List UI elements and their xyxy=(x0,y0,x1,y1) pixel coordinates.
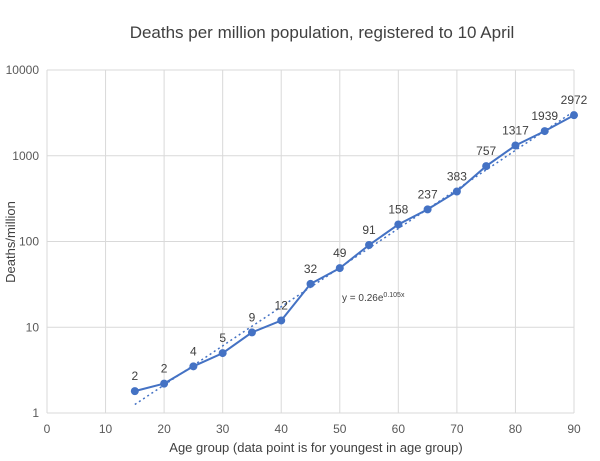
data-point xyxy=(452,187,461,196)
data-point xyxy=(511,141,520,150)
x-tick-label: 70 xyxy=(450,422,464,436)
x-tick-label: 50 xyxy=(333,422,347,436)
x-tick-label: 0 xyxy=(44,422,51,436)
data-label: 9 xyxy=(249,310,256,324)
data-point xyxy=(570,111,578,120)
x-tick-label: 10 xyxy=(99,422,113,436)
data-label: 1939 xyxy=(531,109,558,123)
data-label: 32 xyxy=(304,262,318,276)
data-point xyxy=(277,316,286,325)
series-line xyxy=(134,114,575,393)
data-point xyxy=(130,387,139,396)
trendline xyxy=(134,110,575,406)
x-tick-label: 90 xyxy=(567,422,581,436)
x-axis-ticks: 0 10 20 30 40 50 60 70 80 90 xyxy=(44,422,581,436)
data-label: 757 xyxy=(476,144,496,158)
y-axis-title: Deaths/million xyxy=(3,201,18,283)
y-tick-label: 100 xyxy=(19,235,39,249)
data-label: 237 xyxy=(418,187,438,201)
data-point xyxy=(394,220,403,229)
data-label: 2 xyxy=(161,362,168,376)
data-point xyxy=(247,328,256,337)
data-point xyxy=(335,264,344,273)
data-label: 2972 xyxy=(561,93,588,107)
data-point xyxy=(540,127,549,136)
y-tick-label: 1 xyxy=(32,406,39,420)
data-point xyxy=(482,162,491,171)
data-label: 1317 xyxy=(502,123,529,137)
x-tick-label: 60 xyxy=(392,422,406,436)
data-label: 49 xyxy=(333,246,347,260)
gridlines xyxy=(46,69,575,414)
data-label: 2 xyxy=(131,369,138,383)
data-point xyxy=(218,349,227,358)
data-point xyxy=(189,362,198,371)
data-label: 4 xyxy=(190,344,197,358)
x-tick-label: 30 xyxy=(216,422,230,436)
y-tick-label: 10000 xyxy=(6,63,40,77)
y-tick-label: 10 xyxy=(26,320,40,334)
trendline-path xyxy=(134,110,575,406)
data-label: 5 xyxy=(219,331,226,345)
data-label: 383 xyxy=(447,169,467,183)
data-point xyxy=(423,205,432,214)
y-tick-label: 1000 xyxy=(12,149,39,163)
data-point xyxy=(365,241,374,250)
x-tick-label: 40 xyxy=(275,422,289,436)
x-tick-label: 20 xyxy=(157,422,171,436)
trendline-equation: y = 0.26e0.105x xyxy=(342,292,405,304)
y-axis-ticks: 1 10 100 1000 10000 xyxy=(6,63,40,420)
data-series xyxy=(130,111,578,396)
data-label: 12 xyxy=(275,298,289,312)
data-label: 158 xyxy=(388,202,408,216)
data-point xyxy=(160,379,169,388)
x-tick-label: 80 xyxy=(509,422,523,436)
data-label: 91 xyxy=(362,223,376,237)
x-axis-title: Age group (data point is for youngest in… xyxy=(169,440,462,455)
chart-title: Deaths per million population, registere… xyxy=(130,23,515,42)
data-point xyxy=(306,279,315,288)
